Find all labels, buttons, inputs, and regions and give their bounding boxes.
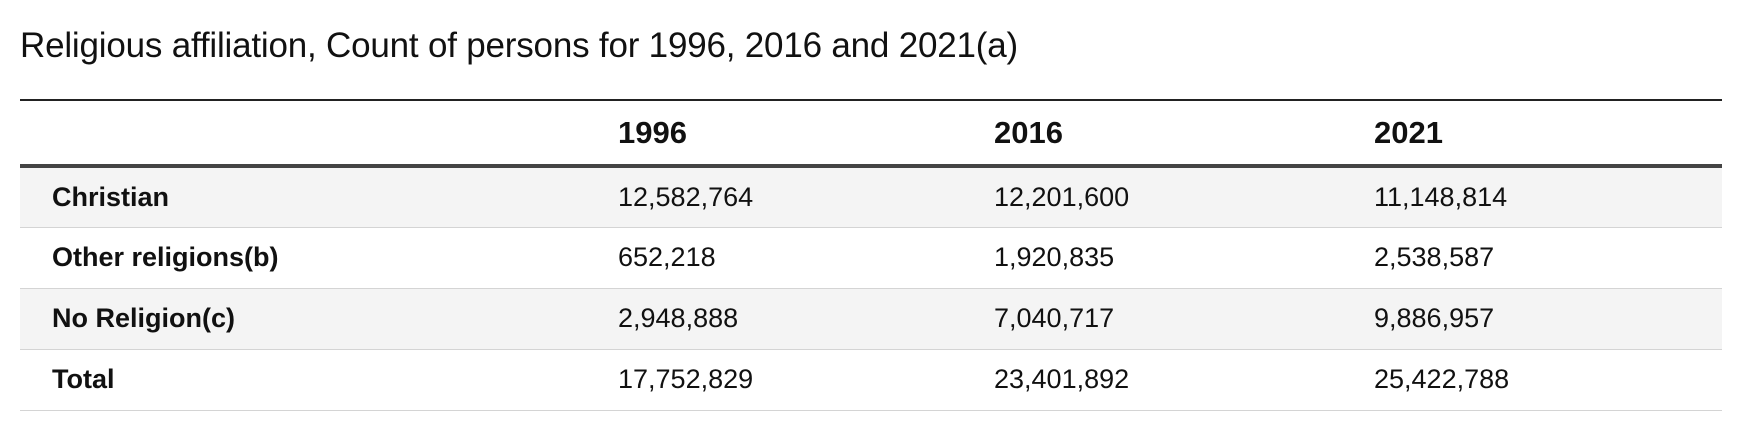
header-row: 1996 2016 2021 (20, 100, 1722, 168)
table-cell: 7,040,717 (994, 288, 1374, 350)
header-cell-2016: 2016 (994, 100, 1374, 168)
table-cell: 17,752,829 (618, 349, 994, 411)
table-cell: 25,422,788 (1374, 349, 1722, 411)
table-title: Religious affiliation, Count of persons … (20, 26, 1018, 65)
table-cell: 12,201,600 (994, 166, 1374, 228)
header-cell-2021: 2021 (1374, 100, 1722, 168)
table-cell: 652,218 (618, 227, 994, 289)
table-cell: 11,148,814 (1374, 166, 1722, 228)
row-label-total: Total (20, 349, 618, 411)
header-cell-1996: 1996 (618, 100, 994, 168)
row-label-other-religions: Other religions(b) (20, 227, 618, 289)
table-cell: 9,886,957 (1374, 288, 1722, 350)
religious-affiliation-table: 1996 2016 2021 Christian 12,582,764 12,2… (20, 99, 1722, 411)
table-cell: 1,920,835 (994, 227, 1374, 289)
header-cell-label (20, 100, 618, 168)
table-row: Total 17,752,829 23,401,892 25,422,788 (20, 349, 1722, 411)
row-label-no-religion: No Religion(c) (20, 288, 618, 350)
table-row: Christian 12,582,764 12,201,600 11,148,8… (20, 166, 1722, 228)
table-row: No Religion(c) 2,948,888 7,040,717 9,886… (20, 288, 1722, 350)
table-cell: 12,582,764 (618, 166, 994, 228)
table-cell: 23,401,892 (994, 349, 1374, 411)
table-cell: 2,948,888 (618, 288, 994, 350)
table-cell: 2,538,587 (1374, 227, 1722, 289)
row-label-christian: Christian (20, 166, 618, 228)
table-row: Other religions(b) 652,218 1,920,835 2,5… (20, 227, 1722, 289)
